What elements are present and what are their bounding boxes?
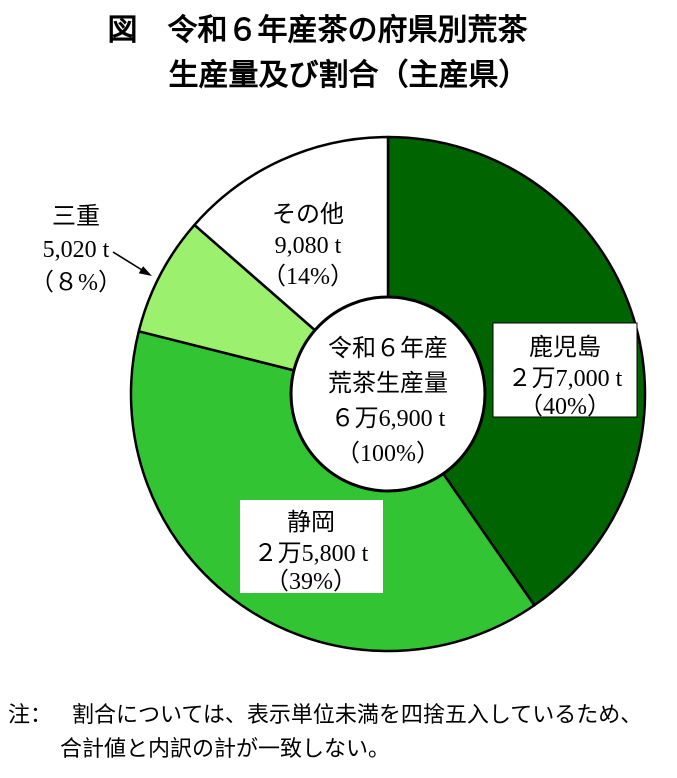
mie-name: 三重 (52, 203, 100, 230)
center-total-line2: 荒茶生産量 (328, 370, 448, 397)
center-total-line3: ６万6,900 t (331, 406, 446, 432)
center-total-line1: 令和６年産 (328, 335, 448, 362)
others-amount: 9,080 t (275, 233, 342, 259)
note-text-line2: 合計値と内訳の計が一致しない。 (60, 736, 391, 761)
mie-percent: （８%） (30, 270, 122, 296)
segment-label-others: その他 9,080 t （14%） (262, 201, 354, 290)
shizuoka-name: 静岡 (287, 509, 335, 536)
segment-label-shizuoka: 静岡 ２万5,800 t （39%） (240, 500, 383, 595)
figure-title-line2: 生産量及び割合（主産県） (168, 59, 529, 92)
kagoshima-amount: ２万7,000 t (508, 366, 623, 392)
kagoshima-label-box (492, 322, 638, 418)
segment-label-kagoshima: 鹿児島 ２万7,000 t （40%） (492, 322, 638, 420)
shizuoka-label-box (240, 500, 383, 593)
mie-callout-arrow-head (138, 266, 152, 276)
mie-amount: 5,020 t (43, 237, 110, 263)
pie-segment-2 (129, 330, 536, 653)
donut-hole (289, 295, 487, 493)
kagoshima-name: 鹿児島 (529, 334, 601, 361)
others-percent: （14%） (262, 264, 354, 290)
center-total-line4: （100%） (336, 441, 440, 467)
center-total-label: 令和６年産 荒茶生産量 ６万6,900 t （100%） (328, 335, 448, 467)
note-text-line1: 割合については、表示単位未満を四捨五入しているため、 (72, 702, 643, 727)
shizuoka-amount: ２万5,800 t (254, 541, 369, 567)
figure-title: 図 令和６年産茶の府県別荒茶 生産量及び割合（主産県） (0, 8, 677, 98)
note-line1: 注： 割合については、表示単位未満を四捨五入しているため、 (8, 698, 642, 732)
figure-title-line1: 図 令和６年産茶の府県別荒茶 (107, 14, 528, 47)
kagoshima-percent: （40%） (519, 394, 611, 420)
segment-label-mie: 三重 5,020 t （８%） (30, 203, 152, 296)
mie-callout-arrow-line (112, 251, 143, 271)
note-prefix: 注： (8, 702, 53, 727)
others-name: その他 (272, 201, 344, 228)
shizuoka-percent: （39%） (265, 569, 357, 595)
